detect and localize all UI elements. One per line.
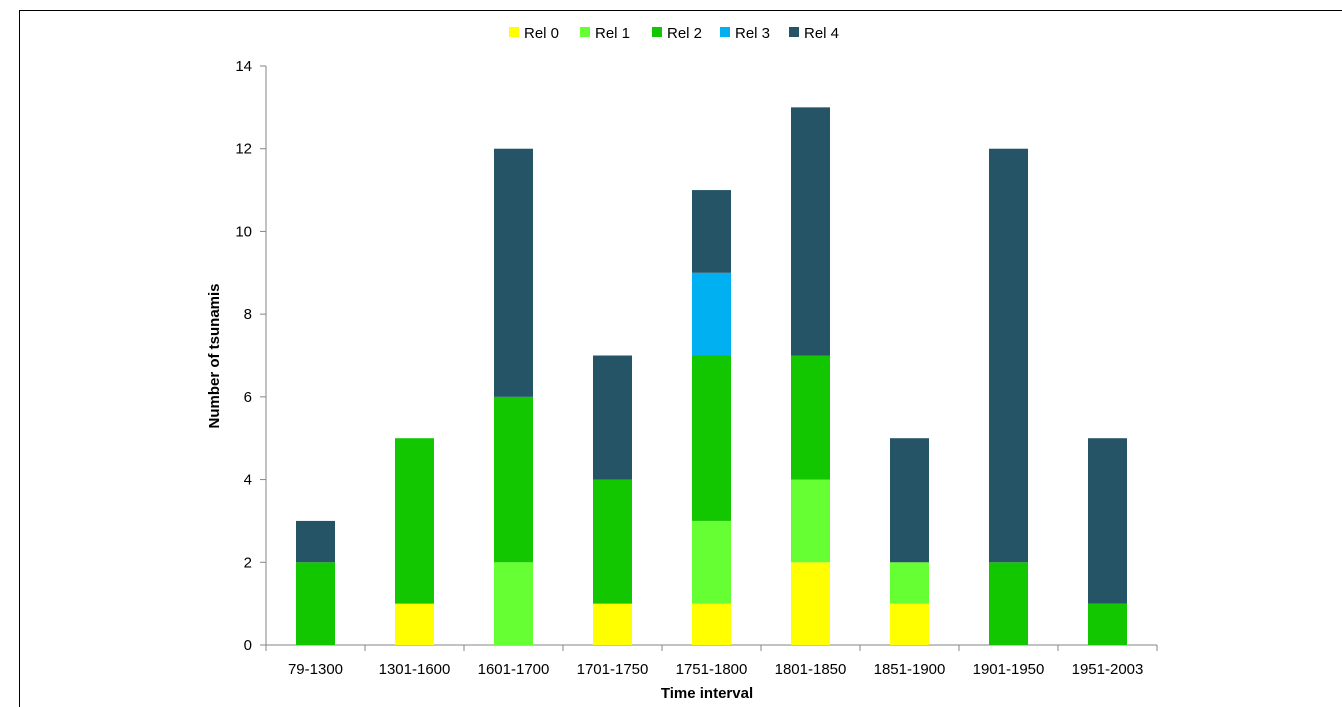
bar-segment-rel-2 [791,355,830,480]
bar-segment-rel-0 [593,603,632,645]
bar-segment-rel-1 [890,562,929,604]
bar-segment-rel-2 [989,562,1028,645]
x-tick-label: 79-1300 [288,661,343,678]
legend-label: Rel 3 [735,25,770,42]
bar-segment-rel-4 [989,148,1028,563]
legend-swatch [720,27,730,37]
bar-segment-rel-4 [890,438,929,563]
x-tick-label: 1851-1900 [874,661,946,678]
y-tick-label: 0 [244,637,252,654]
bar-segment-rel-1 [791,479,830,563]
x-axis-label: Time interval [661,685,753,702]
bar-segment-rel-2 [296,562,335,645]
bar-segment-rel-4 [296,520,335,563]
legend-swatch [509,27,519,37]
bar-segment-rel-2 [395,438,434,604]
bar-segment-rel-4 [791,107,830,356]
legend-label: Rel 1 [595,25,630,42]
x-tick-label: 1801-1850 [775,661,847,678]
legend-swatch [789,27,799,37]
x-tick-label: 1301-1600 [379,661,451,678]
legend-label: Rel 0 [524,25,559,42]
bar-segment-rel-0 [791,562,830,645]
bar-segment-rel-4 [1088,438,1127,604]
x-tick-label: 1601-1700 [478,661,550,678]
bar-segment-rel-1 [494,562,533,645]
x-tick-label: 1951-2003 [1072,661,1144,678]
legend-swatch [580,27,590,37]
y-axis-label: Number of tsunamis [206,283,223,428]
bar-segment-rel-3 [692,272,731,356]
x-tick-label: 1751-1800 [676,661,748,678]
y-tick-label: 12 [235,141,252,158]
legend-label: Rel 2 [667,25,702,42]
chart-frame [19,10,1342,707]
x-axis: 79-1300 1301-1600 1601-1700 1701-1750 1751-1… [265,644,1158,678]
bar-segment-rel-0 [395,603,434,645]
x-tick-label: 1901-1950 [973,661,1045,678]
y-tick-label: 2 [244,554,252,571]
bar-segment-rel-4 [494,148,533,397]
bar-segment-rel-2 [692,355,731,521]
bar-segment-rel-2 [1088,603,1127,645]
legend-label: Rel 4 [804,25,839,42]
y-tick-label: 4 [244,472,252,489]
bar-segment-rel-2 [593,479,632,604]
bars-group [296,107,1127,645]
bar-segment-rel-4 [692,190,731,273]
x-tick-label: 1701-1750 [577,661,649,678]
y-tick-label: 8 [244,306,252,323]
y-tick-label: 10 [235,223,252,240]
bar-segment-rel-2 [494,396,533,563]
chart-legend: Rel 0 Rel 1 Rel 2 Rel 3 Rel 4 [509,25,839,42]
bar-segment-rel-0 [890,603,929,645]
bar-segment-rel-1 [692,520,731,604]
legend-swatch [652,27,662,37]
y-tick-label: 6 [244,389,252,406]
y-tick-label: 14 [235,58,252,75]
bar-segment-rel-0 [692,603,731,645]
bar-segment-rel-4 [593,355,632,480]
y-axis: 0 2 4 6 8 10 12 14 [235,58,267,654]
